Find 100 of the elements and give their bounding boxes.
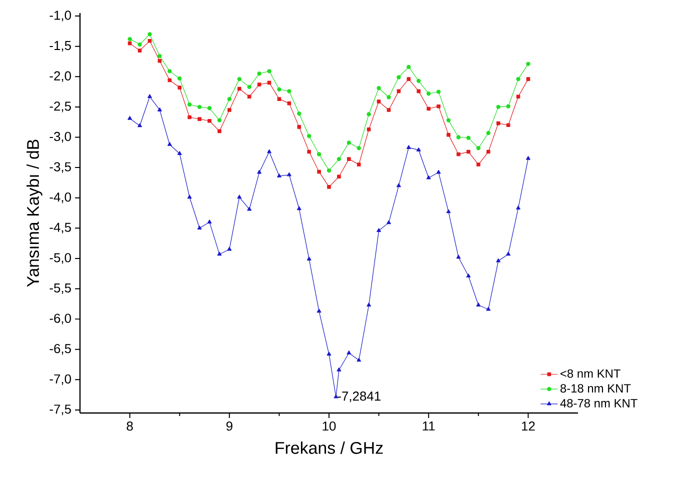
x-tick-label: 11 [422,422,435,430]
point [286,172,292,176]
point [247,206,252,211]
point [486,306,491,311]
point [336,367,342,372]
point [386,95,391,100]
point [168,78,172,82]
point [168,69,172,74]
point [416,147,421,152]
point [476,302,481,307]
point [148,32,152,36]
point [356,146,361,150]
point [167,142,172,146]
point [177,151,182,156]
point [406,77,411,81]
point [526,77,530,81]
point [386,220,391,224]
point [356,162,361,166]
point [436,90,441,94]
x-tick-label: 12 [522,422,535,431]
point [317,170,321,174]
point [337,174,341,179]
point [306,134,312,138]
point [526,62,530,66]
point [416,89,421,94]
point [198,117,202,121]
point [326,168,332,173]
point [217,252,222,256]
point [158,58,162,63]
point [187,102,192,107]
legend-label: 48-78 nm KNT [560,398,638,408]
point [426,106,430,111]
point [207,220,212,224]
x-tick-label: 9 [226,422,232,431]
point [326,352,332,356]
point [476,146,480,150]
point [277,174,282,178]
point [187,194,192,199]
point [506,252,510,256]
legend-label: <8 nm KNT [560,369,620,378]
point [148,38,152,43]
point [208,118,212,123]
point [436,170,441,174]
point [366,302,372,307]
y-tick-label: -6,0 [50,314,71,324]
point [366,112,371,116]
point [436,104,440,108]
point [207,106,212,110]
point [237,86,242,91]
x-tick-label: 10 [322,422,336,431]
point [356,358,362,362]
point [526,156,530,160]
y-tick-label: -4,0 [50,192,71,204]
point [158,54,162,58]
point [247,94,252,99]
point [486,130,490,136]
y-tick-label: -5,5 [50,283,71,294]
point [476,162,480,166]
point [307,150,311,154]
point [306,256,312,260]
point [336,156,342,162]
point [456,254,461,259]
point [178,86,182,90]
point [456,152,460,156]
point [138,48,142,52]
point [347,157,351,161]
point [446,132,450,137]
point [376,228,381,232]
point [466,274,471,278]
point [506,123,510,128]
point [257,72,262,76]
point [446,209,451,214]
point [496,258,501,262]
point [396,183,401,188]
point [446,118,451,122]
point [466,136,471,140]
point [426,92,431,96]
point [138,42,142,47]
y-tick-label: -1,5 [50,41,71,52]
point [456,135,461,140]
y-tick-label: -4,5 [50,222,71,234]
point [346,350,352,354]
x-tick-label: 8 [126,422,133,431]
point [217,118,222,122]
point [316,152,322,156]
point [297,125,302,129]
point [496,104,500,110]
y-tick-label: -1,0 [50,10,71,22]
point [148,94,152,98]
point [376,86,381,90]
point [237,194,242,199]
point [227,96,232,102]
point [178,76,182,81]
y-tick-label: -6,5 [50,344,71,355]
y-tick-label: -2,0 [50,71,71,82]
legend-label: 8-18 nm KNT [560,384,631,393]
point [516,76,520,82]
point [406,145,411,149]
point [247,84,252,90]
point [218,129,222,134]
